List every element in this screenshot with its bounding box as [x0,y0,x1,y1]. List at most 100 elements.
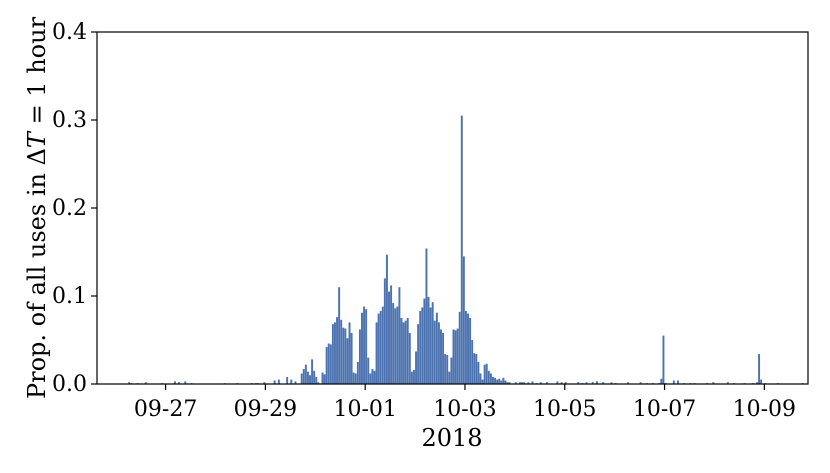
histogram-bar [421,307,424,384]
histogram-bar [290,379,293,384]
histogram-bar [433,320,436,384]
histogram-bar [672,380,675,384]
histogram-bar [286,376,289,384]
histogram-bar [402,322,405,384]
histogram-bar [469,318,472,384]
histogram-bar [383,278,386,384]
histogram-bar [373,370,376,384]
histogram-bar [381,306,384,384]
histogram-bar [277,379,280,384]
histogram-bar [677,380,679,384]
histogram-bar [128,382,131,384]
histogram-bar [504,380,507,384]
histogram-bar [454,330,457,384]
histogram-bar [496,379,499,384]
histogram-bar [385,254,388,384]
histogram-bar [539,382,542,384]
histogram-bar [342,327,345,384]
histogram-bar [388,291,390,384]
histogram-bar [306,371,309,384]
histogram-bar [500,380,503,384]
histogram-bar [329,344,332,384]
histogram-bar [514,382,517,384]
histogram-bar [408,332,411,384]
histogram-bar [760,379,763,384]
x-tick-label: 10-03 [433,397,496,422]
histogram-bar [508,382,511,384]
histogram-bar [336,317,339,384]
x-tick-label: 10-09 [733,397,796,422]
histogram-bar [302,369,305,384]
histogram-bar [756,382,758,384]
histogram-bar [427,296,430,384]
histogram-bar [431,302,434,384]
histogram-bar [315,376,318,384]
histogram-bar [334,322,336,384]
histogram-bar [173,381,176,384]
histogram-bar [464,310,467,384]
histogram-bar [442,332,445,384]
histogram-bar [313,370,316,384]
histogram-bar [144,382,147,384]
y-axis: 0.0 0.1 0.2 0.3 0.4 [52,20,97,397]
histogram-bar [340,319,343,384]
histogram-bar [317,382,320,384]
histogram-bar [527,382,530,384]
bars-group [128,115,804,384]
histogram-bar [325,347,328,384]
histogram-bar [602,382,605,384]
histogram-bar [440,329,442,384]
histogram-bar [311,359,314,384]
histogram-bar [523,382,526,384]
histogram-bar [429,307,432,384]
histogram-bar [519,382,521,384]
histogram-bar [404,320,407,384]
histogram-bar [444,354,447,384]
histogram-bar [627,382,630,384]
histogram-bar [396,306,399,384]
histogram-bar [506,382,509,384]
histogram-bar [363,306,366,384]
histogram-bar [425,248,428,384]
histogram-bar [485,363,488,384]
histogram-bar [492,376,494,384]
histogram-bar [446,354,449,384]
histogram-bar [321,372,324,384]
histogram-bar [184,381,187,384]
histogram-bar [331,324,334,384]
histogram-bar [413,369,415,384]
histogram-bar [309,375,311,384]
histogram-bar [417,324,420,384]
histogram-bar [379,310,382,384]
x-tick-label: 09-27 [134,397,197,422]
histogram-bar [758,354,761,384]
histogram-bar [577,382,580,384]
histogram-bar [712,382,715,384]
histogram-bar [494,377,497,384]
histogram-bar [452,329,455,384]
y-tick-label: 0.4 [52,20,87,45]
histogram-bar [473,353,476,384]
histogram-bar [479,373,482,384]
x-tick-label: 09-29 [234,397,297,422]
x-axis: 09-27 09-29 10-01 10-03 10-05 10-07 10-09 [134,384,796,422]
histogram-bar [437,322,440,384]
histogram-bar [323,374,326,384]
histogram-bar [498,378,501,384]
histogram-bar [477,362,480,384]
histogram-bar [410,371,413,384]
histogram-bar [369,373,372,384]
histogram-bar [471,340,474,384]
histogram-bar [564,382,567,384]
histogram-bar [475,354,478,384]
histogram-bar [660,378,663,384]
histogram-bar [352,372,355,384]
histogram-bar [375,322,378,384]
histogram-bar [348,322,351,384]
y-tick-label: 0.1 [52,284,87,309]
histogram-bar [344,328,347,384]
histogram-bar [487,370,490,384]
histogram-bar [294,381,297,384]
histogram-bar [300,373,303,384]
